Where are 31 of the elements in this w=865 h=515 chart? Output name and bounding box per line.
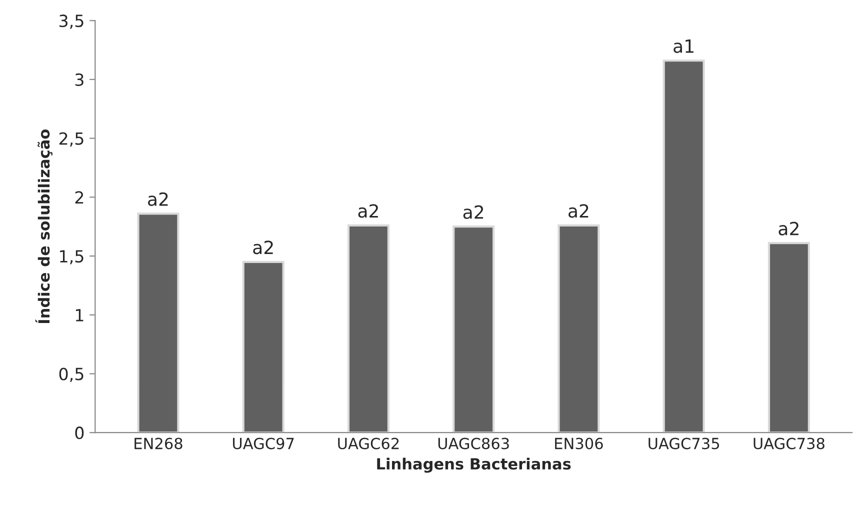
y-tick-label: 2	[75, 191, 84, 204]
data-label: a1	[674, 40, 694, 53]
x-axis-title: Linhagens Bacterianas	[377, 458, 571, 473]
x-tick-label: UAGC863	[438, 438, 509, 450]
x-tick-label: EN306	[555, 438, 603, 450]
y-tick-label: 3,5	[60, 14, 84, 29]
y-axis-title: Índice de solubilização	[35, 130, 52, 323]
x-tick-label: UAGC62	[338, 438, 399, 450]
data-label: a2	[253, 240, 273, 254]
data-label: a2	[358, 204, 378, 218]
data-label: a2	[778, 222, 798, 236]
y-tick-label: 1	[76, 309, 84, 322]
data-label: a2	[463, 205, 484, 219]
data-label: a2	[148, 192, 168, 206]
y-tick-label: 2,5	[59, 132, 84, 147]
y-tick-label: 1,5	[60, 250, 84, 264]
bar	[452, 226, 495, 433]
y-tick-label: 0	[75, 426, 84, 440]
bar	[768, 242, 810, 433]
x-tick-label: EN268	[134, 438, 182, 450]
y-tick-label: 3	[75, 73, 84, 86]
bar	[137, 212, 180, 433]
bar	[558, 224, 600, 433]
x-tick-label: UAGC735	[648, 438, 720, 450]
bar	[242, 260, 284, 433]
bar	[662, 60, 705, 433]
bar	[347, 224, 390, 433]
y-tick-label: 0,5	[59, 368, 84, 382]
data-label: a2	[568, 204, 588, 218]
x-tick-label: UAGC97	[233, 438, 294, 450]
x-tick-label: UAGC738	[754, 438, 824, 450]
